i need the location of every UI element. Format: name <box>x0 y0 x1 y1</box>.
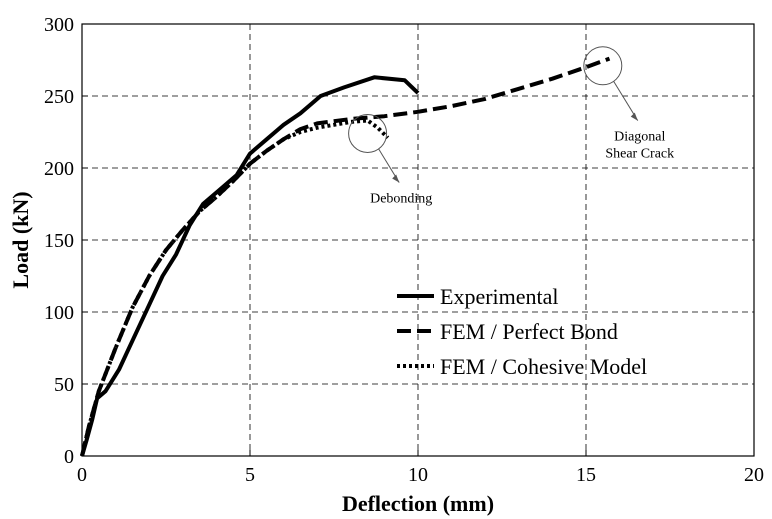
legend: Experimental FEM / Perfect Bond FEM / Cohe… <box>397 284 647 379</box>
annotations: Debonding Diagonal Shear Crack <box>348 46 674 207</box>
x-axis-title: Deflection (mm) <box>342 491 494 516</box>
y-tick-label: 200 <box>44 158 74 180</box>
annotation-arrowhead <box>630 112 638 121</box>
y-tick-label: 100 <box>44 302 74 324</box>
series-line-solid <box>80 75 420 457</box>
y-axis-title: Load (kN) <box>8 191 33 288</box>
annotation-circle <box>348 113 388 153</box>
y-tick-label: 50 <box>54 374 74 396</box>
series-line-dotted <box>80 118 390 457</box>
annotation-circle <box>583 46 623 86</box>
annotation-arrowhead <box>392 174 400 183</box>
grid-lines <box>82 24 754 456</box>
y-tick-label: 150 <box>44 230 74 252</box>
annotation-label: Shear Crack <box>605 147 674 162</box>
legend-label: FEM / Perfect Bond <box>440 319 618 344</box>
x-tick-label: 20 <box>744 464 764 486</box>
legend-label: Experimental <box>440 284 559 309</box>
y-tick-label: 0 <box>64 446 74 468</box>
x-tick-label: 10 <box>408 464 428 486</box>
series-line-dashed <box>80 56 611 457</box>
legend-label: FEM / Cohesive Model <box>440 354 647 379</box>
x-tick-label: 0 <box>77 464 87 486</box>
x-tick-label: 5 <box>245 464 255 486</box>
x-tick-label: 15 <box>576 464 596 486</box>
series-lines <box>80 56 611 457</box>
y-tick-label: 300 <box>44 14 74 36</box>
annotation-label: Debonding <box>370 192 432 207</box>
annotation-label: Diagonal <box>614 130 665 145</box>
y-tick-label: 250 <box>44 86 74 108</box>
